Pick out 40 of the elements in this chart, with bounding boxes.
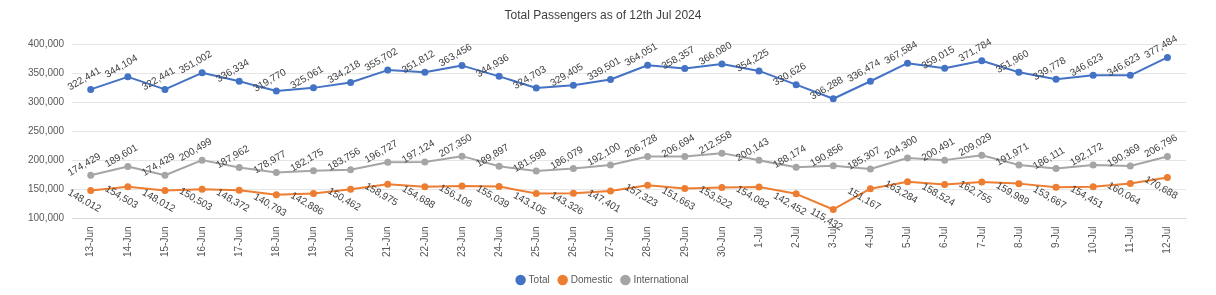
y-tick-label: 250,000 <box>27 125 65 137</box>
legend-label: International <box>633 273 689 285</box>
x-tick-label: 7-Jul <box>975 226 987 249</box>
x-tick-label: 2-Jul <box>789 226 801 249</box>
x-tick-label: 29-Jun <box>678 226 690 257</box>
x-tick-label: 24-Jun <box>492 226 504 257</box>
x-tick-label: 19-Jun <box>307 226 319 257</box>
y-tick-label: 150,000 <box>27 183 65 195</box>
x-tick-label: 26-Jun <box>567 226 579 257</box>
x-tick-label: 16-Jun <box>195 226 207 257</box>
x-tick-label: 10-Jul <box>1086 226 1098 254</box>
x-tick-label: 17-Jun <box>232 226 244 257</box>
x-tick-label: 12-Jul <box>1161 226 1173 254</box>
x-tick-label: 23-Jun <box>455 226 467 257</box>
x-tick-label: 22-Jun <box>418 226 430 257</box>
x-tick-label: 18-Jun <box>270 226 282 257</box>
x-tick-label: 25-Jun <box>530 226 541 257</box>
x-tick-label: 21-Jun <box>381 226 393 257</box>
x-tick-label: 4-Jul <box>864 226 876 249</box>
x-tick-label: 15-Jun <box>158 226 170 257</box>
y-tick-label: 350,000 <box>27 67 65 79</box>
legend-label: Domestic <box>570 273 613 285</box>
x-tick-label: 27-Jun <box>604 226 616 257</box>
x-tick-label: 9-Jul <box>1049 226 1061 249</box>
x-tick-label: 1-Jul <box>752 226 764 249</box>
y-tick-label: 400,000 <box>27 38 65 50</box>
x-tick-label: 13-Jun <box>84 226 96 257</box>
y-tick-label: 200,000 <box>27 154 65 166</box>
x-tick-label: 20-Jun <box>344 226 356 257</box>
x-tick-label: 11-Jul <box>1124 226 1136 253</box>
x-tick-label: 8-Jul <box>1012 226 1024 249</box>
legend-label: Total <box>528 273 550 285</box>
chart-title: Total Passengers as of 12th Jul 2024 <box>504 7 702 22</box>
x-tick-label: 28-Jun <box>641 226 653 257</box>
x-tick-label: 30-Jun <box>715 226 727 257</box>
x-tick-label: 14-Jun <box>121 226 133 257</box>
y-tick-label: 100,000 <box>27 212 65 224</box>
x-tick-label: 6-Jul <box>938 226 950 249</box>
x-tick-label: 5-Jul <box>901 226 913 249</box>
y-tick-label: 300,000 <box>27 96 65 108</box>
